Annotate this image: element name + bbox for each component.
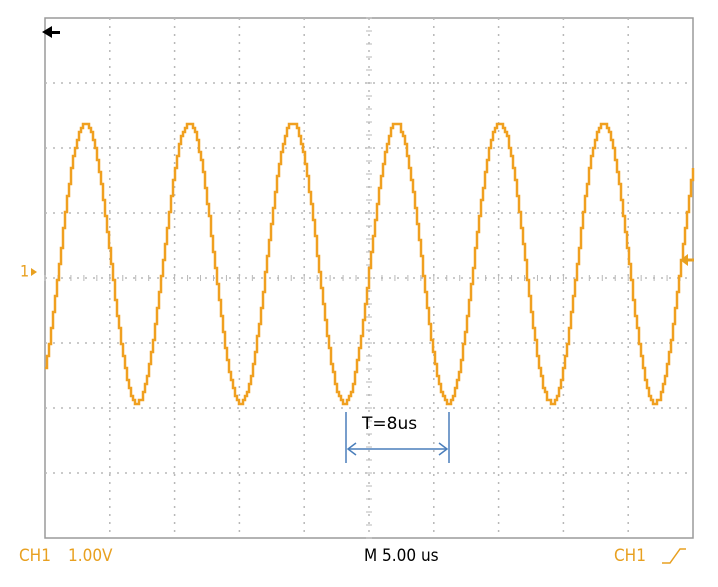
trigger-channel: CH1 bbox=[614, 546, 646, 566]
period-annotation: T=8us bbox=[361, 414, 417, 434]
channel-label: CH1 bbox=[19, 546, 51, 566]
channel-marker-arrow bbox=[31, 268, 37, 276]
waveform bbox=[45, 122, 695, 406]
grid bbox=[44, 17, 693, 539]
volts-per-div: 1.00V bbox=[68, 546, 113, 566]
trigger-level-marker bbox=[680, 254, 694, 266]
period-arrow bbox=[345, 412, 450, 463]
channel-marker: 1 bbox=[20, 262, 29, 281]
trigger-position-marker bbox=[42, 26, 60, 38]
trigger-slope bbox=[662, 548, 686, 564]
timebase: M 5.00 us bbox=[364, 546, 439, 566]
